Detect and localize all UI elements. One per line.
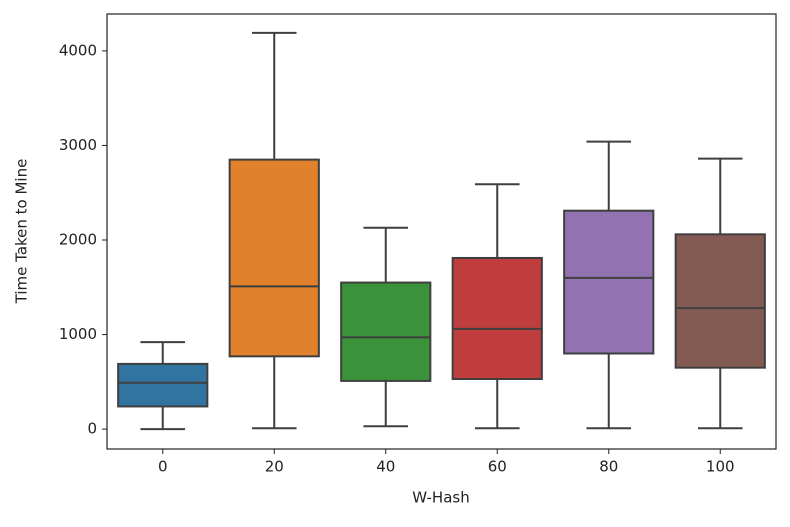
x-tick-label: 0 [158, 458, 168, 476]
x-tick-label: 40 [376, 458, 395, 476]
y-tick-label: 0 [87, 420, 97, 438]
box [117, 362, 209, 408]
box [340, 281, 432, 382]
y-tick-label: 4000 [59, 41, 97, 59]
y-tick-label: 2000 [59, 231, 97, 249]
box [563, 209, 655, 355]
box [674, 233, 766, 369]
y-tick-label: 1000 [59, 325, 97, 343]
y-tick-label: 3000 [59, 136, 97, 154]
x-tick-label: 20 [265, 458, 284, 476]
box [228, 158, 320, 358]
x-tick-label: 80 [599, 458, 618, 476]
plot-frame [106, 13, 777, 450]
box [451, 256, 543, 381]
x-tick-label: 60 [488, 458, 507, 476]
x-axis-label: W-Hash [412, 489, 469, 507]
x-tick-label: 100 [706, 458, 735, 476]
y-axis-label: Time Taken to Mine [13, 159, 31, 305]
